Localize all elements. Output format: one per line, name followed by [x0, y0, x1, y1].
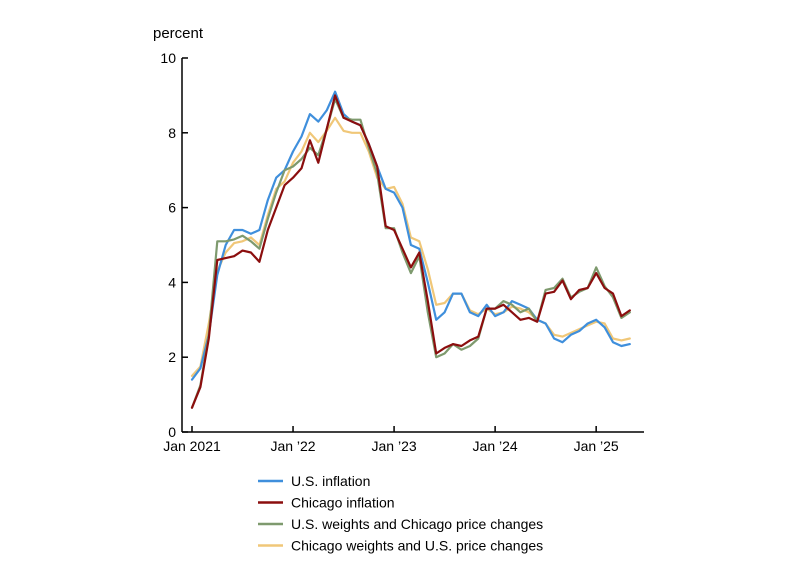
y-tick-label: 6: [168, 200, 176, 216]
legend: U.S. inflation Chicago inflation U.S. weig…: [258, 473, 543, 554]
series-line-1: [190, 90, 631, 381]
series-lines: [190, 90, 631, 409]
x-tick-label: Jan ’24: [473, 438, 518, 454]
x-tick-label: Jan 2021: [163, 438, 221, 454]
legend-label-4: Chicago weights and U.S. price changes: [291, 538, 543, 554]
x-tick-label: Jan ’22: [270, 438, 315, 454]
legend-label-3: U.S. weights and Chicago price changes: [291, 516, 543, 532]
x-tick-label: Jan ’23: [372, 438, 417, 454]
legend-label-1: U.S. inflation: [291, 473, 370, 489]
x-tick-label: Jan ’25: [574, 438, 619, 454]
series-line-3: [190, 97, 631, 409]
series-line-2: [190, 94, 631, 409]
y-tick-label: 4: [168, 274, 176, 290]
axes: 0 2 4 6 8 10 Jan 2021 Jan ’22 Jan ’23 Jan ’24 Jan …: [160, 50, 644, 454]
y-tick-label: 8: [168, 125, 176, 141]
y-tick-label: 10: [160, 50, 176, 66]
y-tick-label: 0: [168, 424, 176, 440]
y-tick-label: 2: [168, 349, 176, 365]
y-axis-unit-label: percent: [153, 25, 204, 42]
legend-label-2: Chicago inflation: [291, 495, 395, 511]
